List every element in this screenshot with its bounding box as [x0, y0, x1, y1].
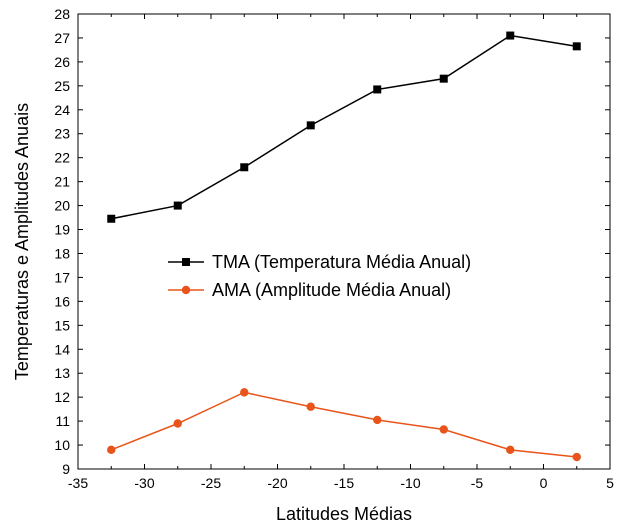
x-tick-label: -15	[334, 475, 354, 491]
x-axis-title: Latitudes Médias	[276, 504, 412, 524]
x-tick-label: -20	[267, 475, 287, 491]
series-line-ama	[110, 391, 577, 458]
tma-point	[373, 85, 382, 94]
y-axis-ticks: 9 10 11 12 13 14 15 16 17 18 19 20 21 22 23 24 25 26 27 28	[54, 6, 610, 477]
series-layer	[107, 31, 581, 462]
legend-swatch-marker	[182, 258, 190, 266]
ama-point	[572, 452, 581, 462]
tma-point	[306, 121, 315, 130]
series-line-tma	[111, 34, 577, 220]
x-tick-label: -30	[134, 475, 154, 491]
y-tick-label: 26	[54, 54, 70, 70]
tma-point	[439, 74, 448, 83]
y-tick-label: 25	[54, 78, 70, 94]
ama-point	[306, 402, 315, 411]
y-axis-title: Temperaturas e Amplitudes Anuais	[12, 103, 32, 380]
tma-point	[572, 42, 581, 51]
y-tick-label: 18	[54, 245, 70, 261]
ama-point	[439, 425, 448, 434]
y-tick-label: 19	[54, 222, 70, 238]
tma-point	[240, 163, 249, 172]
x-tick-label: -10	[400, 475, 420, 491]
tma-point	[107, 214, 116, 223]
y-tick-label: 15	[54, 317, 70, 333]
tma-point	[506, 31, 515, 40]
y-tick-label: 10	[54, 437, 70, 453]
ama-point	[240, 388, 249, 397]
y-tick-label: 13	[54, 365, 70, 381]
y-tick-label: 21	[54, 174, 70, 190]
y-tick-label: 11	[55, 413, 70, 429]
legend-label: AMA (Amplitude Média Anual)	[212, 280, 451, 300]
x-tick-label: 0	[540, 475, 548, 491]
y-tick-label: 22	[54, 150, 70, 166]
y-tick-label: 28	[54, 6, 70, 22]
ama-point	[107, 445, 116, 455]
x-tick-label: -5	[471, 475, 484, 491]
y-tick-label: 14	[54, 341, 70, 357]
y-tick-label: 17	[54, 269, 70, 285]
plot-area-frame	[77, 13, 611, 470]
legend: TMA (Temperatura Média Anual) AMA (Amplit…	[168, 252, 471, 300]
legend-label: TMA (Temperatura Média Anual)	[212, 252, 471, 272]
y-tick-label: 20	[54, 198, 70, 214]
y-tick-label: 27	[54, 30, 70, 46]
y-tick-label: 9	[62, 461, 70, 477]
legend-swatch-marker	[181, 285, 191, 295]
y-tick-label: 23	[54, 126, 70, 142]
x-axis-ticks: -35 -30 -25 -20 -15 -10 -5 0 5	[68, 14, 614, 491]
x-tick-label: -25	[201, 475, 221, 491]
x-tick-label: -35	[68, 475, 88, 491]
ama-point	[506, 445, 515, 455]
ama-point	[173, 419, 182, 428]
x-tick-label: 5	[606, 475, 614, 491]
y-tick-label: 16	[54, 293, 70, 309]
tma-point	[173, 201, 182, 210]
y-tick-label: 24	[54, 102, 70, 118]
ama-point	[373, 415, 382, 425]
y-tick-label: 12	[54, 389, 70, 405]
